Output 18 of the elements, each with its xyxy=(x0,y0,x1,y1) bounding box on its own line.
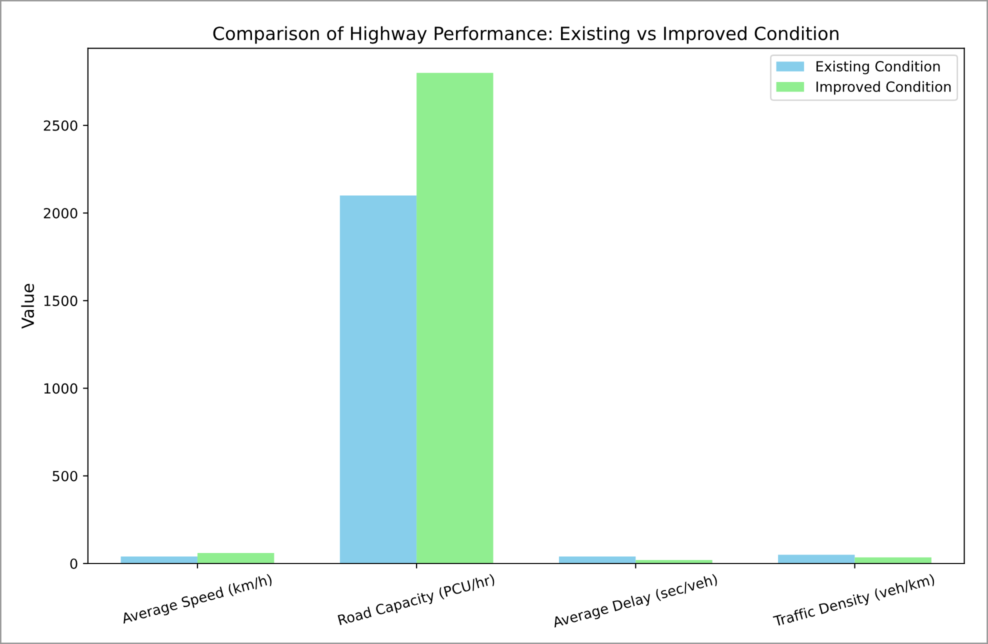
y-tick-label: 0 xyxy=(70,558,78,569)
legend-label: Existing Condition xyxy=(816,60,940,74)
y-axis-title: Value xyxy=(21,284,34,329)
bar xyxy=(120,556,198,564)
bar xyxy=(778,554,855,564)
bar xyxy=(854,557,932,564)
y-tick-label: 1000 xyxy=(44,383,78,394)
bar xyxy=(416,72,494,564)
y-tick-label: 2500 xyxy=(44,120,78,131)
y-tick-label: 1500 xyxy=(44,296,78,306)
chart-title: Comparison of Highway Performance: Existing vs Improved Condition xyxy=(213,26,838,44)
x-tick-label: Average Speed (km/h) xyxy=(120,574,274,626)
y-tick-label: 2000 xyxy=(44,208,78,218)
y-tick-label: 500 xyxy=(52,470,78,482)
legend-label: Improved Condition xyxy=(816,81,951,95)
bar xyxy=(340,196,417,564)
bar xyxy=(558,556,636,564)
bar xyxy=(197,552,274,564)
